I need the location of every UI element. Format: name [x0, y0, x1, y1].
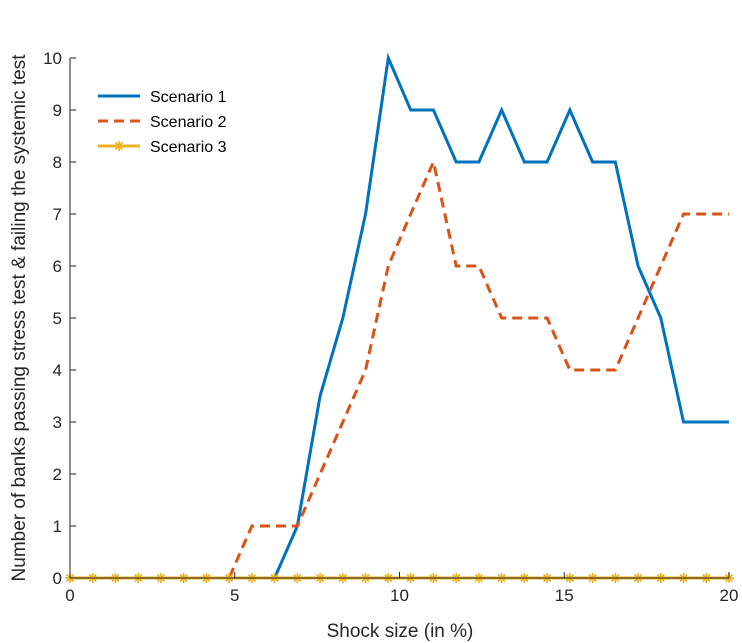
y-tick-label: 2	[53, 465, 62, 484]
y-tick-label: 6	[53, 257, 62, 276]
x-tick-label: 5	[230, 586, 239, 605]
axes-layer: 0 5 10 15 20 0 1 2 3 4 5 6 7 8 9 10	[43, 49, 738, 605]
asterisk-stroke	[114, 141, 124, 151]
y-axis-title: Number of banks passing stress test & fa…	[9, 54, 30, 582]
y-tick-label: 3	[53, 413, 62, 432]
x-tick-label: 10	[390, 586, 409, 605]
y-tick-label: 0	[53, 569, 62, 588]
y-tick-label: 5	[53, 309, 62, 328]
legend-label-1: Scenario 1	[150, 89, 227, 106]
x-tick-label: 20	[720, 586, 739, 605]
y-tick-label: 7	[53, 205, 62, 224]
y-tick-label: 1	[53, 517, 62, 536]
legend: Scenario 1 Scenario 2 Scenario 3	[88, 80, 268, 160]
series-line-2	[70, 157, 729, 580]
y-tick-label: 8	[53, 153, 62, 172]
y-tick-label: 4	[53, 361, 62, 380]
x-axis-title: Shock size (in %)	[327, 621, 474, 642]
y-tick-label: 10	[43, 49, 62, 68]
x-tick-label: 15	[555, 586, 574, 605]
legend-label-3: Scenario 3	[150, 139, 227, 156]
x-tick-label: 0	[65, 586, 74, 605]
series-point	[114, 141, 124, 151]
legend-label-2: Scenario 2	[150, 114, 227, 131]
y-tick-label: 9	[53, 101, 62, 120]
